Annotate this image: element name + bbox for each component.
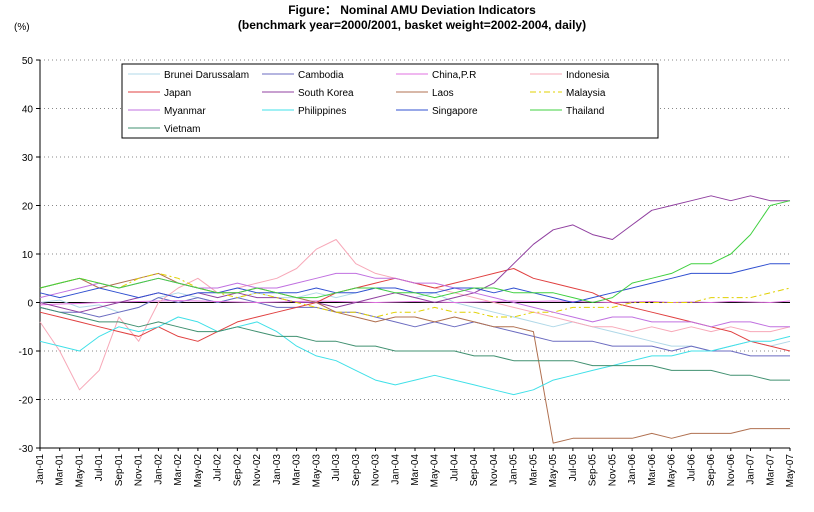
series-line (39, 306, 790, 381)
x-tick-label: Jan-03 (272, 454, 283, 485)
y-tick-label: -10 (19, 347, 34, 358)
x-tick-label: Jul-05 (568, 454, 579, 482)
y-tick-label: -20 (19, 396, 34, 407)
chart-title: Figure： Nominal AMU Deviation Indicators (288, 3, 536, 17)
x-tick-label: Jan-07 (746, 454, 757, 485)
series-line (39, 268, 791, 352)
x-tick-label: Mar-03 (292, 454, 303, 486)
x-tick-label: Jan-04 (390, 454, 401, 485)
x-tick-label: Jul-02 (213, 454, 224, 482)
x-tick-label: May-01 (74, 454, 85, 488)
x-tick-label: Jan-02 (153, 454, 164, 485)
legend-label: Japan (164, 88, 191, 99)
legend-label: Laos (432, 88, 454, 99)
x-tick-label: Mar-04 (410, 454, 421, 486)
x-tick-label: Mar-06 (647, 454, 658, 486)
legend-label: Philippines (298, 106, 346, 117)
legend-label: Singapore (432, 106, 478, 117)
legend-label: Indonesia (566, 70, 610, 81)
x-tick-label: Nov-04 (489, 454, 500, 487)
legend-label: South Korea (298, 88, 354, 99)
legend-label: China,P.R (432, 70, 476, 81)
series-lines (39, 195, 791, 444)
legend-label: Malaysia (566, 88, 606, 99)
x-tick-label: May-06 (667, 454, 678, 488)
y-tick-label: 30 (22, 153, 34, 164)
series-line (39, 316, 791, 396)
legend-label: Vietnam (164, 124, 201, 135)
legend-label: Myanmar (164, 106, 206, 117)
x-tick-label: Mar-05 (528, 454, 539, 486)
x-tick-label: Jul-04 (449, 454, 460, 482)
x-tick-label: Nov-02 (252, 454, 263, 487)
y-axis-label: (%) (14, 22, 30, 33)
legend: Brunei Darussalam Cambodia China,P.R Indone… (121, 63, 659, 139)
x-tick-label: Sep-04 (469, 454, 480, 487)
x-tick-label: Jul-03 (331, 454, 342, 482)
x-tick-label: Jan-05 (509, 454, 520, 485)
series-line (39, 239, 791, 391)
x-tick-label: Jan-06 (627, 454, 638, 485)
x-tick-label: Sep-02 (232, 454, 243, 487)
legend-label: Brunei Darussalam (164, 70, 249, 81)
y-tick-label: 0 (27, 299, 33, 310)
y-axis: 50 40 30 20 10 0 -10 -20 -30 (19, 56, 41, 455)
x-tick-label: Mar-07 (765, 454, 776, 486)
y-tick-label: 40 (22, 105, 34, 116)
y-tick-label: 50 (22, 56, 34, 67)
x-tick-label: Nov-05 (607, 454, 618, 487)
chart-subtitle: (benchmark year=2000/2001, basket weight… (238, 18, 586, 32)
y-tick-label: 20 (22, 202, 34, 213)
x-tick-label: Nov-06 (726, 454, 737, 487)
x-tick-label: May-07 (785, 454, 796, 488)
series-line (39, 272, 791, 318)
x-tick-label: Mar-02 (173, 454, 184, 486)
legend-box (121, 63, 659, 139)
x-tick-label: Jan-01 (35, 454, 46, 485)
x-tick-label: Sep-03 (351, 454, 362, 487)
series-line (39, 297, 790, 357)
series-line (39, 272, 790, 444)
x-tick-label: May-03 (311, 454, 322, 488)
y-tick-label: 10 (22, 250, 34, 261)
y-tick-label: -30 (19, 444, 34, 455)
x-tick-label: Mar-01 (55, 454, 66, 486)
x-tick-label: Sep-06 (706, 454, 717, 487)
x-tick-label: Sep-05 (588, 454, 599, 487)
series-line (39, 200, 791, 303)
x-axis: Jan-01 Mar-01 May-01 Jul-01 Sep-01 Nov-01 Jan-… (35, 447, 796, 488)
x-tick-label: Nov-03 (371, 454, 382, 487)
x-tick-label: Sep-01 (114, 454, 125, 487)
legend-label: Cambodia (298, 70, 344, 81)
legend-label: Thailand (566, 106, 604, 117)
x-tick-label: Nov-01 (134, 454, 145, 487)
x-tick-label: May-04 (430, 454, 441, 488)
x-tick-label: Jul-01 (94, 454, 105, 482)
x-tick-label: May-02 (193, 454, 204, 488)
x-tick-label: Jul-06 (686, 454, 697, 482)
x-tick-label: May-05 (548, 454, 559, 488)
series-line (39, 300, 791, 306)
